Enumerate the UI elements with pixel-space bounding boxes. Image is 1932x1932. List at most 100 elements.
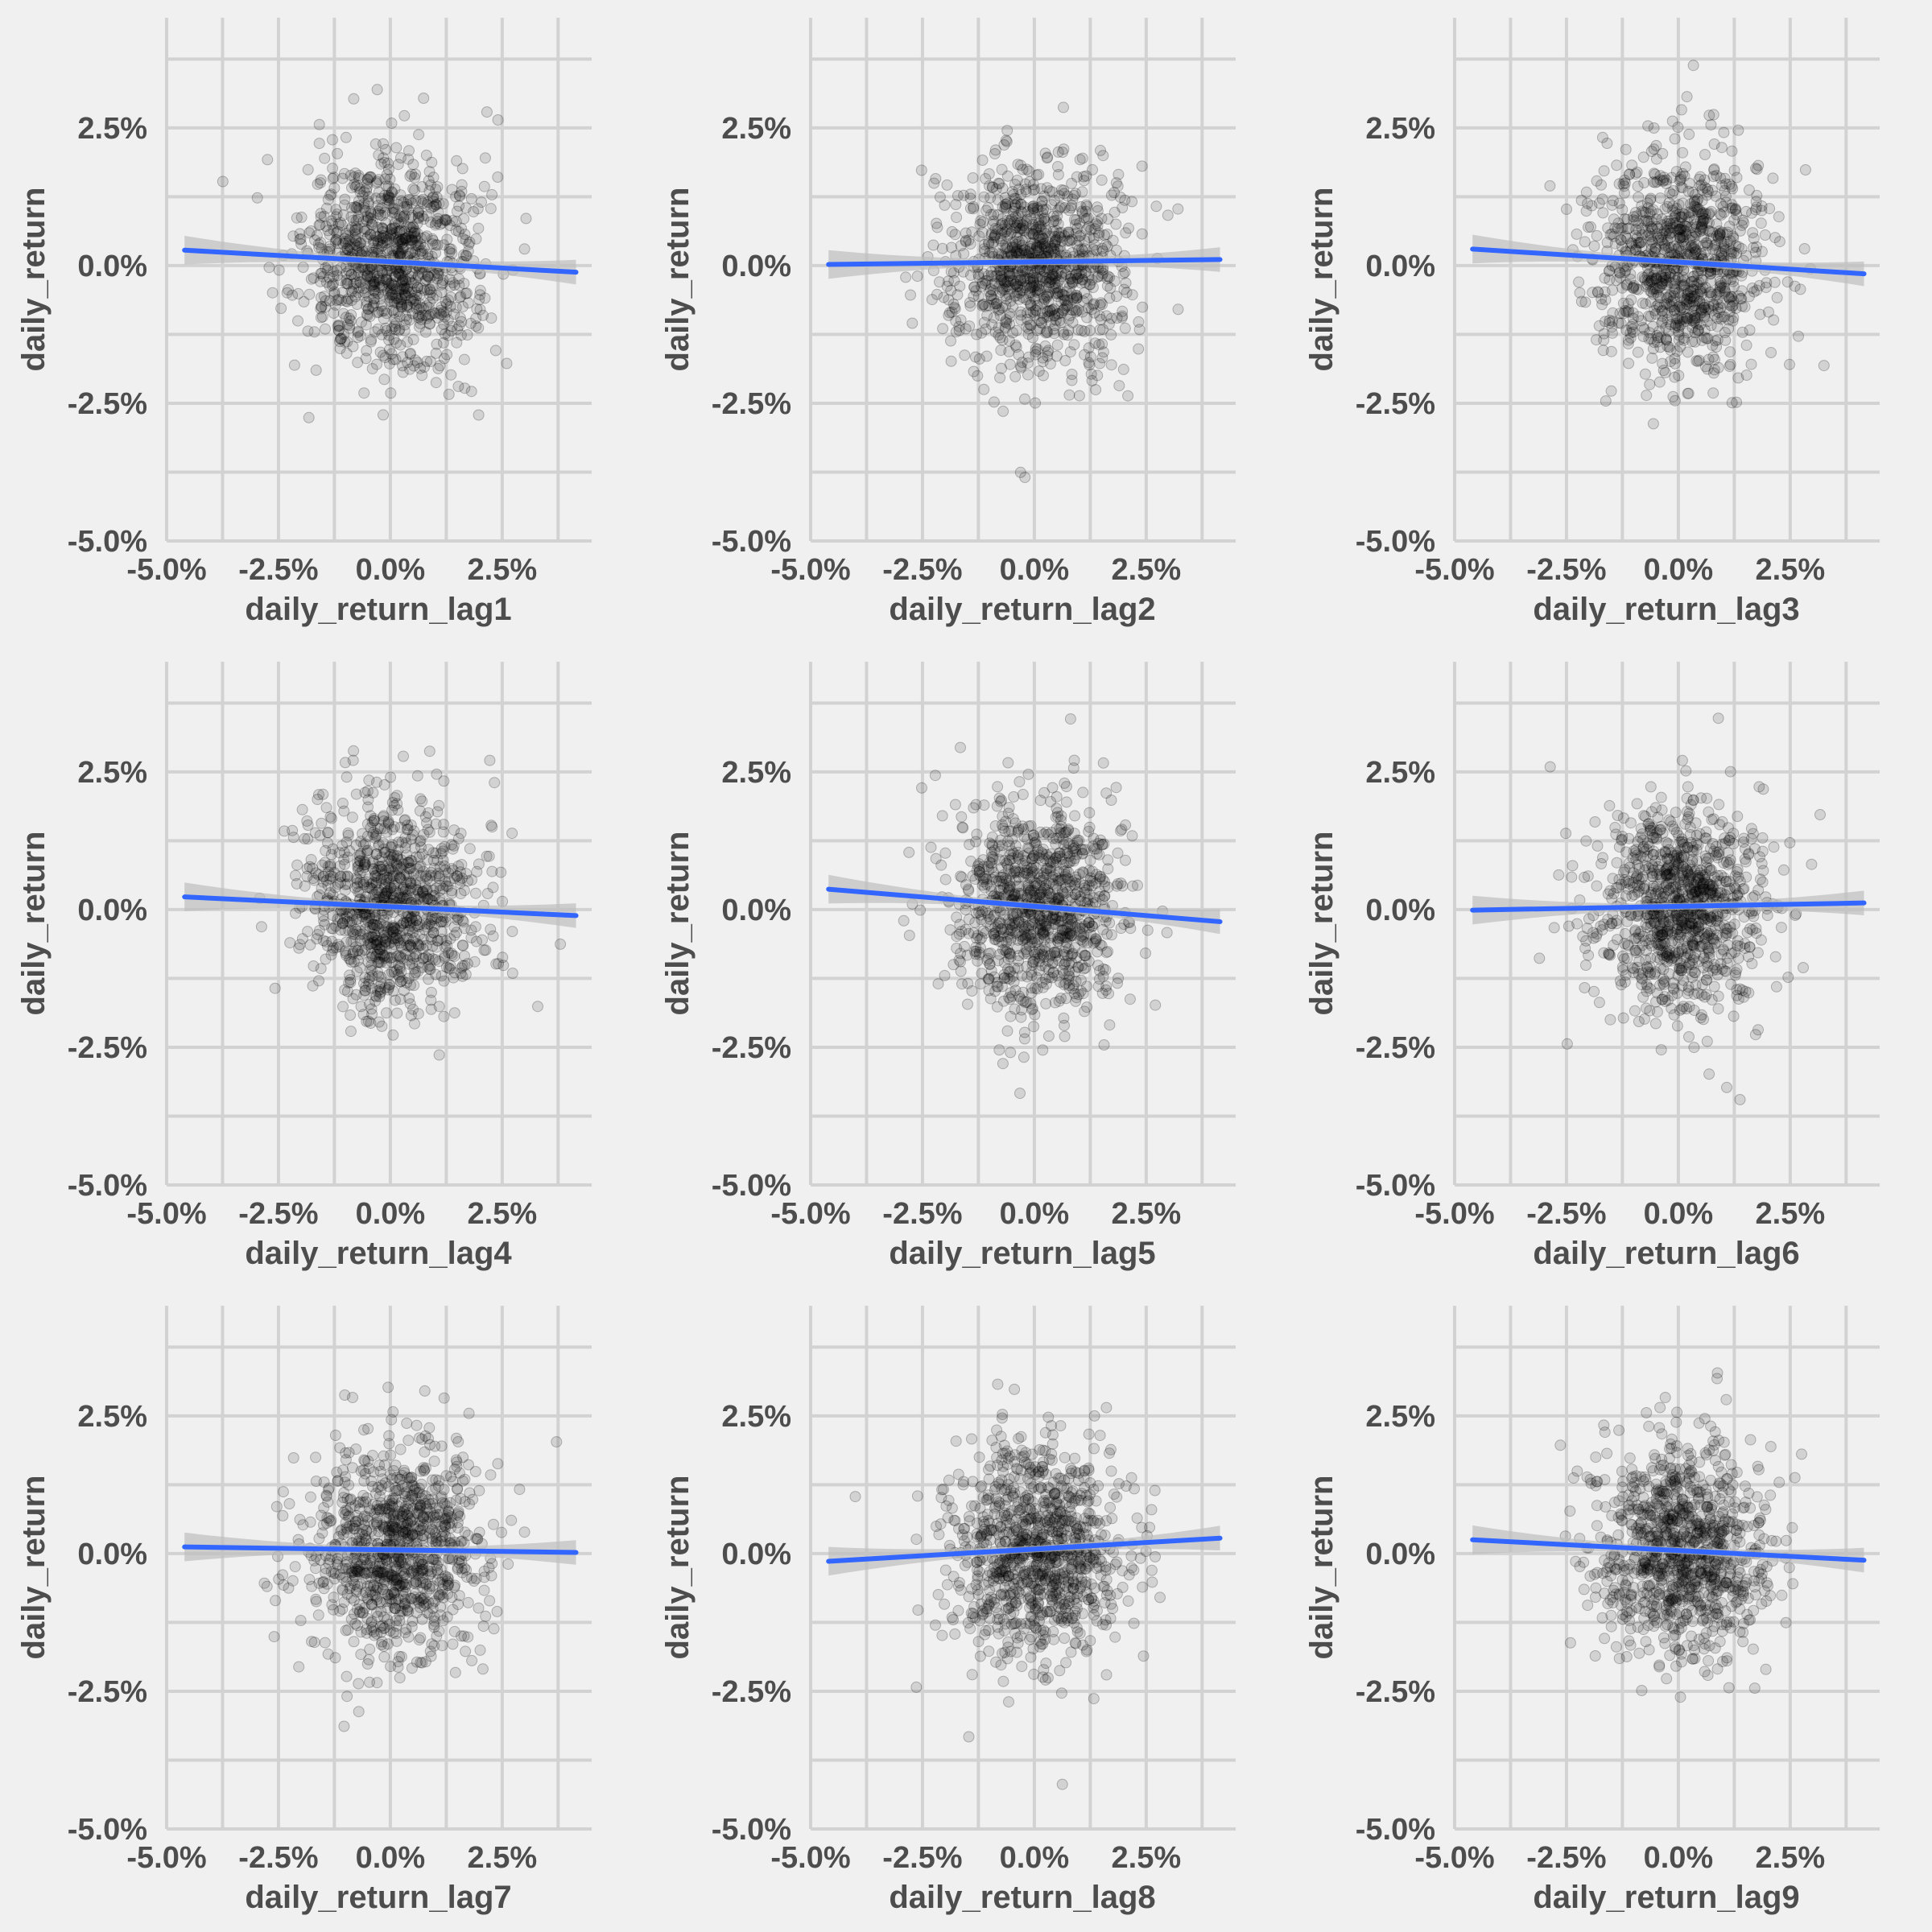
data-point <box>1750 246 1761 258</box>
data-point <box>382 244 394 256</box>
x-tick-label: 2.5% <box>1756 553 1826 587</box>
data-point <box>497 895 509 907</box>
data-point <box>943 294 955 306</box>
data-point <box>1605 345 1617 357</box>
data-point <box>318 291 330 303</box>
data-point <box>1009 370 1022 382</box>
data-point <box>371 175 383 188</box>
data-point <box>347 928 359 940</box>
data-point <box>453 200 465 212</box>
data-point <box>374 823 386 835</box>
data-point <box>409 171 421 184</box>
data-point <box>1105 328 1117 341</box>
data-point <box>313 118 325 130</box>
data-point <box>1042 346 1054 358</box>
data-point <box>1117 268 1129 279</box>
data-point <box>443 962 455 974</box>
data-point <box>275 303 287 314</box>
data-point <box>964 188 976 200</box>
data-point <box>387 304 398 316</box>
data-point <box>1119 194 1131 206</box>
data-point <box>1678 264 1690 275</box>
data-point <box>402 153 415 165</box>
data-point <box>994 372 1006 384</box>
data-point <box>351 180 363 192</box>
data-point <box>333 847 345 859</box>
data-point <box>352 223 364 235</box>
data-point <box>946 225 958 237</box>
data-point <box>1732 124 1744 136</box>
data-point <box>1645 146 1657 157</box>
data-point <box>395 217 407 229</box>
data-point <box>1141 924 1154 936</box>
data-point <box>447 843 459 855</box>
data-point <box>382 194 394 205</box>
data-point <box>414 321 425 333</box>
data-point <box>307 862 319 874</box>
data-point <box>1058 328 1070 341</box>
data-point <box>1092 216 1104 228</box>
data-point <box>389 270 401 283</box>
data-point <box>1644 208 1656 220</box>
data-point <box>1077 786 1089 799</box>
data-point <box>379 879 391 891</box>
data-point <box>1624 268 1637 280</box>
data-point <box>427 192 439 204</box>
data-point <box>413 129 425 141</box>
data-point <box>1070 214 1082 226</box>
data-point <box>1625 320 1637 332</box>
data-point <box>361 233 372 245</box>
data-point <box>412 270 424 281</box>
data-point <box>483 850 495 862</box>
data-point <box>473 322 485 334</box>
data-point <box>359 278 371 290</box>
data-point <box>336 918 349 930</box>
data-point <box>413 213 425 224</box>
data-point <box>465 386 477 398</box>
data-point <box>1066 374 1078 386</box>
data-point <box>398 750 409 762</box>
data-point <box>1044 305 1056 317</box>
data-point <box>916 782 927 794</box>
data-point <box>1765 347 1777 358</box>
data-point <box>1611 159 1623 171</box>
data-point <box>416 181 428 192</box>
data-point <box>378 778 390 791</box>
data-point <box>1623 357 1635 369</box>
data-point <box>347 947 359 960</box>
data-point <box>372 966 384 978</box>
data-point <box>415 793 427 805</box>
data-point <box>1575 195 1587 206</box>
data-point <box>930 852 942 865</box>
data-point <box>411 235 423 247</box>
data-point <box>1662 307 1674 319</box>
data-point <box>372 221 384 233</box>
data-point <box>358 989 370 1001</box>
data-point <box>317 788 329 800</box>
data-point <box>1735 292 1747 304</box>
data-point <box>372 235 384 247</box>
data-point <box>317 270 329 283</box>
data-point <box>459 960 470 972</box>
data-point <box>436 279 448 291</box>
data-point <box>364 311 376 323</box>
data-point <box>446 949 458 961</box>
data-point <box>385 387 397 399</box>
y-axis-label: daily_return <box>16 832 52 1016</box>
data-point <box>1726 145 1738 157</box>
data-point <box>459 229 471 241</box>
data-point <box>951 212 963 223</box>
data-point <box>1060 796 1072 808</box>
data-point <box>1586 200 1598 212</box>
data-point <box>1105 795 1117 806</box>
panel-1: -5.0% -2.5% 0.0% 2.5%-5.0%-2.5%0.0%2.5%dail… <box>16 18 592 627</box>
data-point <box>972 291 985 303</box>
data-point <box>414 310 426 322</box>
data-point <box>1646 352 1658 364</box>
data-point <box>438 318 450 330</box>
data-point <box>939 847 952 859</box>
data-point <box>1708 164 1720 176</box>
data-point <box>1676 275 1687 287</box>
y-tick-label: -2.5% <box>1356 387 1435 421</box>
data-point <box>1023 842 1035 854</box>
